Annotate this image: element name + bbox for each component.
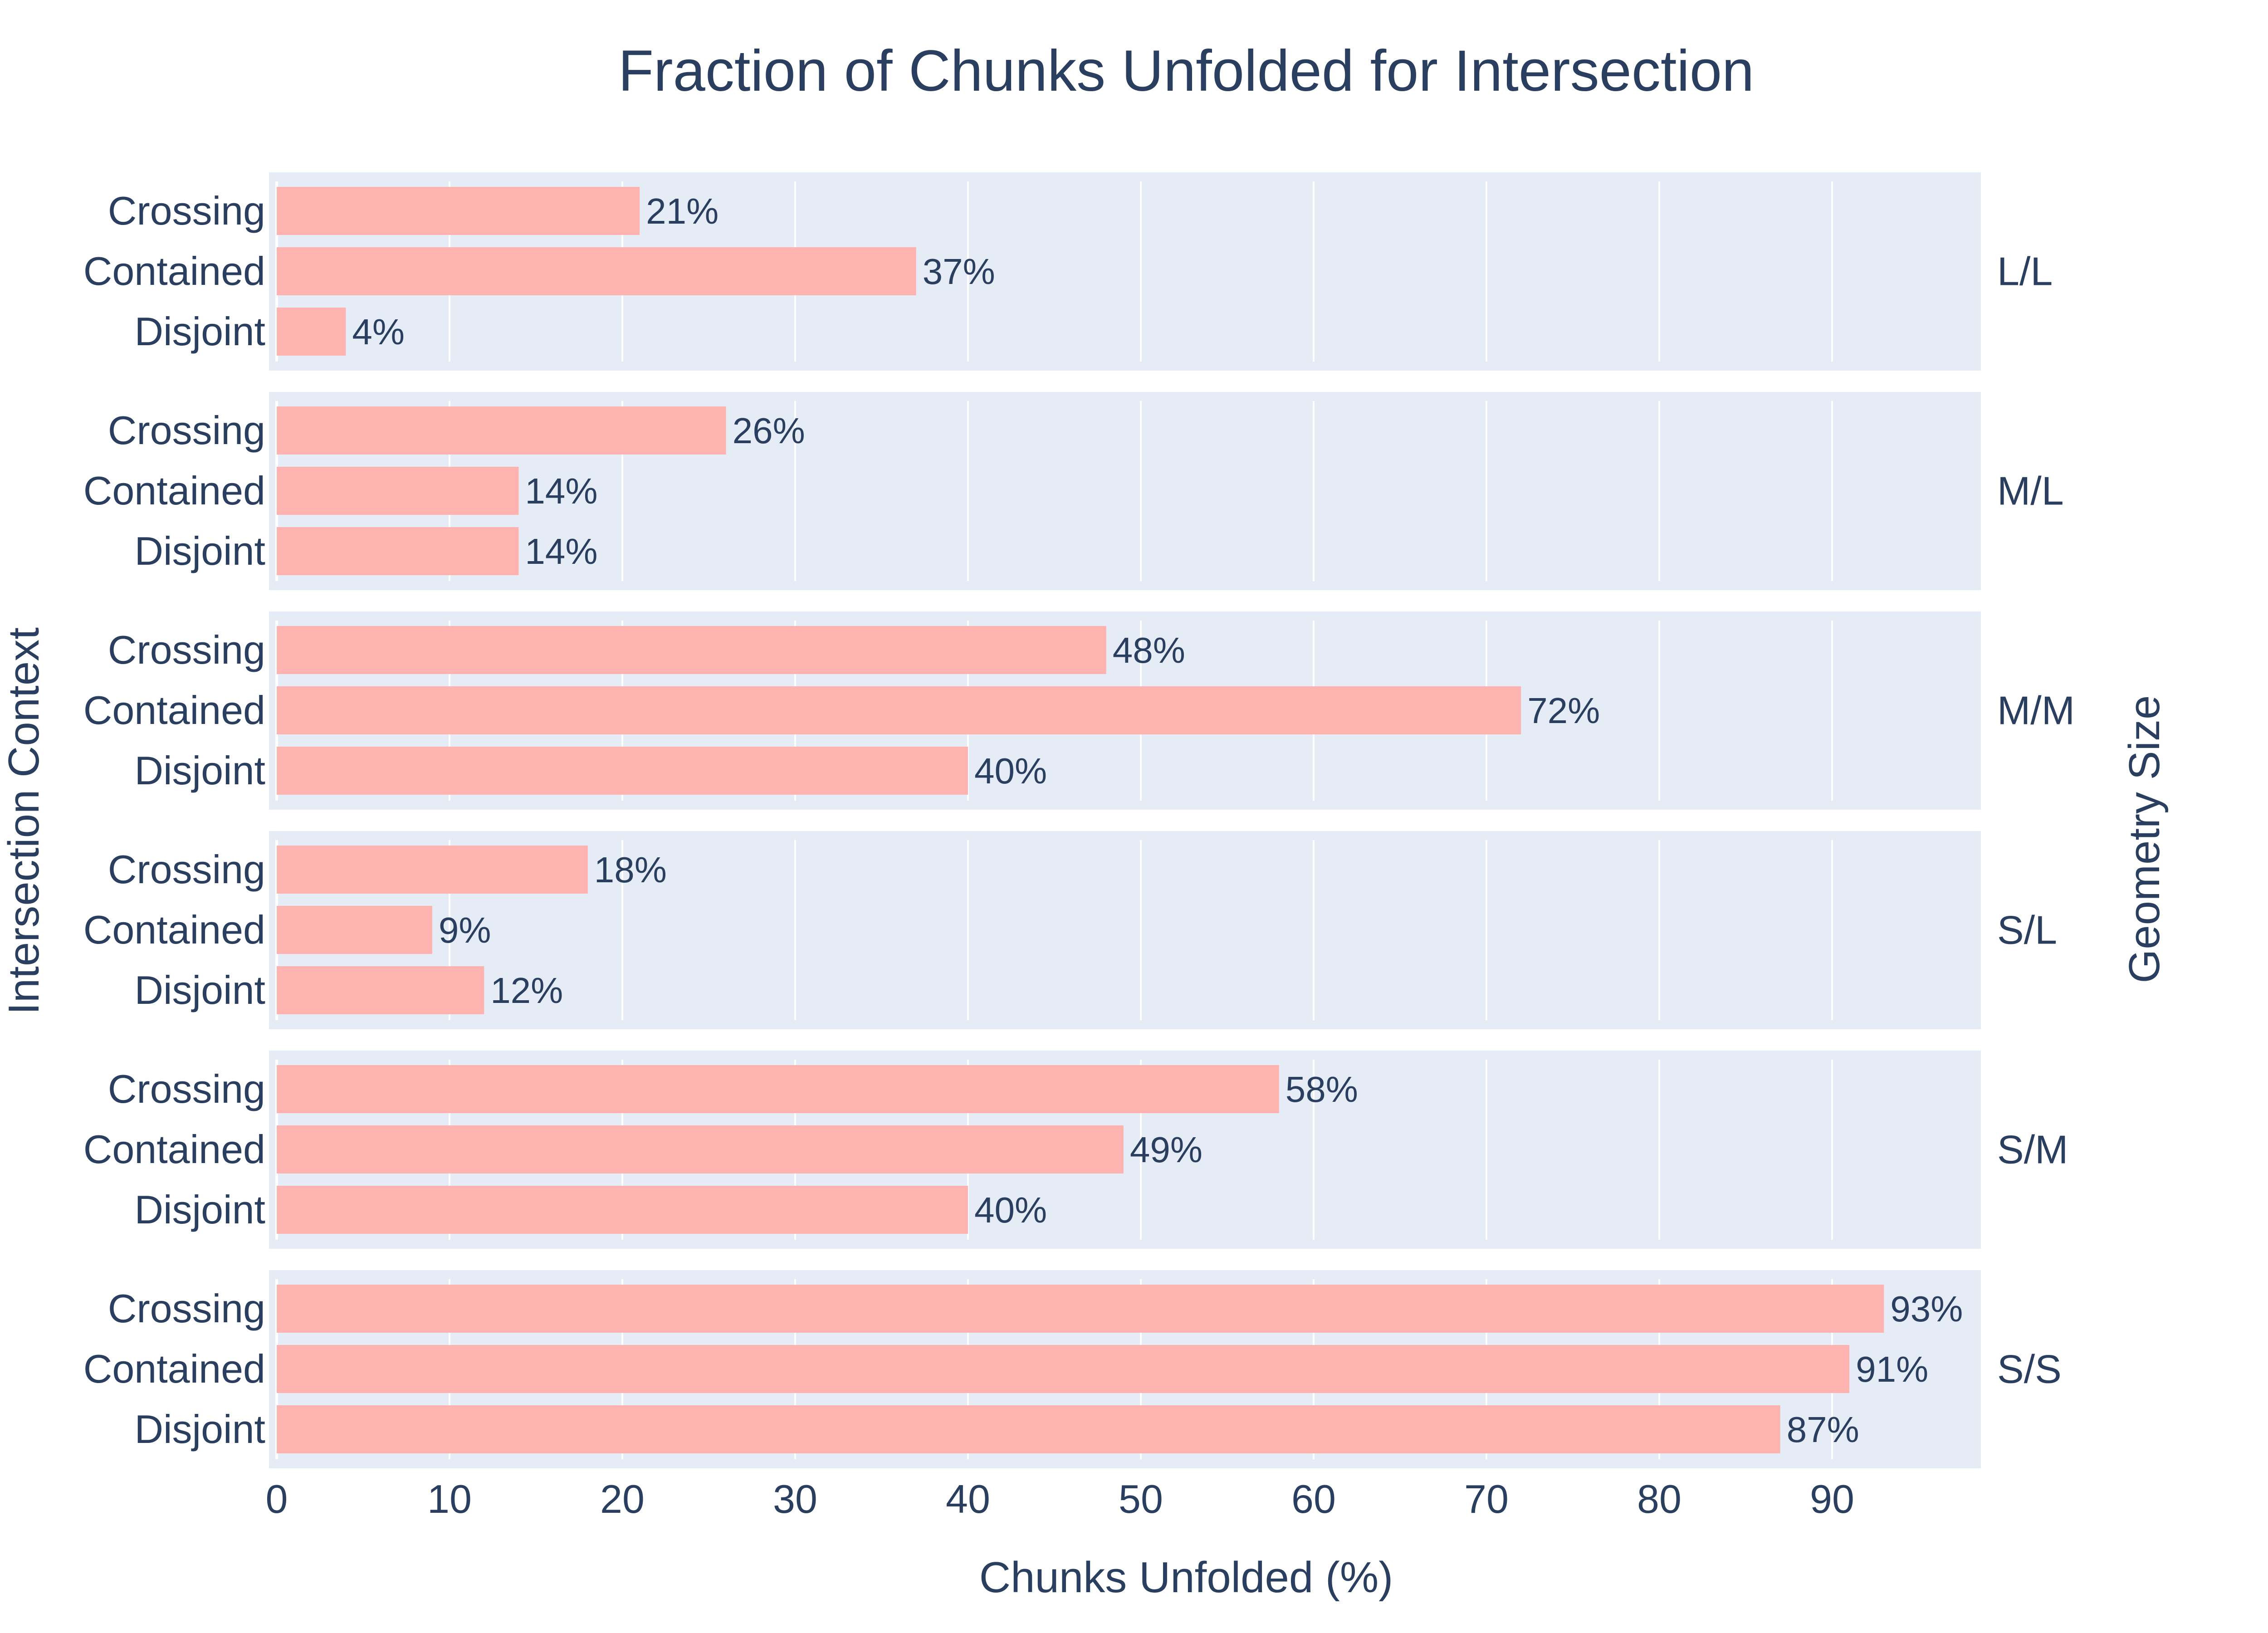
x-tick-label-60: 60 xyxy=(1291,1477,1336,1521)
facet-panels: 21% Crossing 37% Contained 4% Disjoint L/L 26% C… xyxy=(83,172,2075,1468)
x-tick-label-20: 20 xyxy=(600,1477,645,1521)
facet-axis-title: Geometry Size xyxy=(2120,695,2169,983)
data-label-s-s-crossing: 93% xyxy=(1890,1289,1963,1329)
facet-panel-l-l: 21% Crossing 37% Contained 4% Disjoint L/L xyxy=(83,172,2053,371)
data-label-m-l-disjoint: 14% xyxy=(525,531,597,572)
bar-s-l-crossing xyxy=(277,846,588,894)
data-label-m-m-contained: 72% xyxy=(1527,690,1600,731)
data-label-s-m-contained: 49% xyxy=(1130,1129,1202,1170)
x-tick-label-90: 90 xyxy=(1810,1477,1854,1521)
bar-m-l-disjoint xyxy=(277,527,519,575)
bar-s-s-disjoint xyxy=(277,1405,1780,1453)
y-tick-label-disjoint: Disjoint xyxy=(134,1407,265,1452)
facet-panel-s-m: 58% Crossing 49% Contained 40% Disjoint S/M xyxy=(83,1051,2068,1249)
data-label-m-m-disjoint: 40% xyxy=(974,751,1047,791)
y-tick-label-contained: Contained xyxy=(83,688,265,733)
y-tick-label-crossing: Crossing xyxy=(108,408,265,453)
facet-label-s-m: S/M xyxy=(1997,1127,2068,1172)
bar-m-m-disjoint xyxy=(277,747,968,795)
y-tick-label-contained: Contained xyxy=(83,907,265,952)
facet-panel-m-m: 48% Crossing 72% Contained 40% Disjoint M/M xyxy=(83,611,2075,810)
y-tick-label-crossing: Crossing xyxy=(108,188,265,233)
bar-l-l-crossing xyxy=(277,187,640,235)
x-axis-title: Chunks Unfolded (%) xyxy=(979,1553,1393,1602)
y-tick-label-crossing: Crossing xyxy=(108,1066,265,1111)
bar-s-m-disjoint xyxy=(277,1186,968,1234)
y-tick-label-disjoint: Disjoint xyxy=(134,968,265,1012)
y-tick-label-crossing: Crossing xyxy=(108,627,265,672)
y-tick-label-disjoint: Disjoint xyxy=(134,748,265,793)
x-tick-label-30: 30 xyxy=(773,1477,817,1521)
data-label-l-l-crossing: 21% xyxy=(646,191,719,231)
y-tick-label-crossing: Crossing xyxy=(108,1286,265,1331)
facet-panel-m-l: 26% Crossing 14% Contained 14% Disjoint M/L xyxy=(83,392,2064,590)
bar-s-m-crossing xyxy=(277,1065,1279,1113)
y-tick-label-contained: Contained xyxy=(83,468,265,513)
facet-panel-s-l: 18% Crossing 9% Contained 12% Disjoint S/L xyxy=(83,831,2057,1029)
data-label-m-l-crossing: 26% xyxy=(733,411,805,451)
bar-m-l-crossing xyxy=(277,406,726,455)
y-tick-label-disjoint: Disjoint xyxy=(134,528,265,573)
facet-label-s-s: S/S xyxy=(1997,1347,2062,1392)
bar-s-s-crossing xyxy=(277,1285,1884,1333)
x-tick-label-80: 80 xyxy=(1637,1477,1681,1521)
bar-s-l-contained xyxy=(277,906,432,954)
facet-label-m-m: M/M xyxy=(1997,688,2075,733)
data-label-s-l-crossing: 18% xyxy=(594,850,667,890)
bar-s-s-contained xyxy=(277,1345,1850,1393)
bar-m-m-contained xyxy=(277,686,1521,734)
y-axis-title: Intersection Context xyxy=(0,627,48,1015)
bar-l-l-disjoint xyxy=(277,308,346,356)
x-tick-label-10: 10 xyxy=(427,1477,472,1521)
x-axis-ticks: 0 10 20 30 40 50 60 70 80 90 xyxy=(266,1477,1854,1521)
y-tick-label-contained: Contained xyxy=(83,249,265,293)
bar-m-m-crossing xyxy=(277,626,1106,674)
data-label-m-l-contained: 14% xyxy=(525,471,597,511)
bar-m-l-contained xyxy=(277,467,519,515)
chart-title: Fraction of Chunks Unfolded for Intersec… xyxy=(618,39,1754,103)
x-tick-label-40: 40 xyxy=(946,1477,990,1521)
x-tick-label-50: 50 xyxy=(1119,1477,1163,1521)
data-label-l-l-contained: 37% xyxy=(923,251,995,292)
facet-label-s-l: S/L xyxy=(1997,908,2057,953)
bar-s-l-disjoint xyxy=(277,966,484,1014)
data-label-s-l-disjoint: 12% xyxy=(490,970,563,1011)
bar-l-l-contained xyxy=(277,247,916,295)
data-label-s-l-contained: 9% xyxy=(439,910,491,950)
data-label-s-m-crossing: 58% xyxy=(1286,1069,1358,1110)
x-tick-label-0: 0 xyxy=(266,1477,288,1521)
y-tick-label-contained: Contained xyxy=(83,1127,265,1172)
data-label-s-s-contained: 91% xyxy=(1856,1349,1928,1389)
y-tick-label-contained: Contained xyxy=(83,1346,265,1391)
y-tick-label-disjoint: Disjoint xyxy=(134,309,265,354)
facet-label-l-l: L/L xyxy=(1997,249,2053,294)
y-tick-label-crossing: Crossing xyxy=(108,847,265,892)
x-tick-label-70: 70 xyxy=(1464,1477,1509,1521)
data-label-s-m-disjoint: 40% xyxy=(974,1190,1047,1230)
y-tick-label-disjoint: Disjoint xyxy=(134,1187,265,1232)
data-label-s-s-disjoint: 87% xyxy=(1787,1409,1859,1450)
data-label-l-l-disjoint: 4% xyxy=(352,312,405,352)
bar-s-m-contained xyxy=(277,1125,1124,1173)
facet-label-m-l: M/L xyxy=(1997,469,2064,513)
facet-panel-s-s: 93% Crossing 91% Contained 87% Disjoint S/S xyxy=(83,1270,2062,1468)
data-label-m-m-crossing: 48% xyxy=(1113,630,1185,670)
